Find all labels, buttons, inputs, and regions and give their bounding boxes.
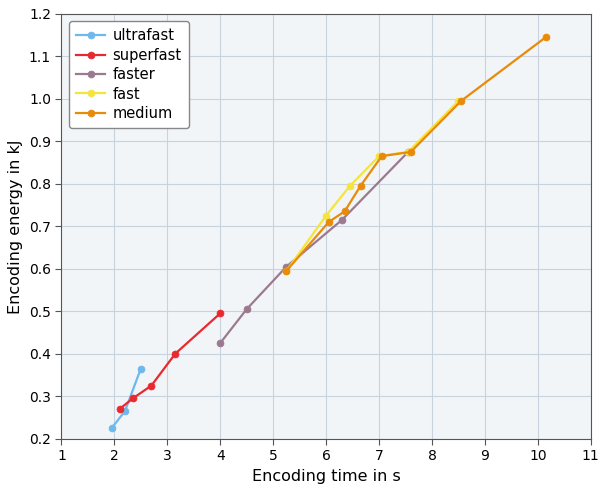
ultrafast <box>108 425 116 431</box>
fast <box>404 149 412 155</box>
Line: superfast: superfast <box>116 310 224 412</box>
Y-axis label: Encoding energy in kJ: Encoding energy in kJ <box>9 139 23 313</box>
medium <box>457 98 465 104</box>
Line: faster: faster <box>217 149 412 346</box>
fast <box>347 183 354 189</box>
faster <box>243 306 250 312</box>
faster <box>216 340 224 346</box>
faster <box>338 217 345 223</box>
fast <box>455 98 462 104</box>
fast <box>283 268 290 274</box>
Line: ultrafast: ultrafast <box>108 365 144 431</box>
medium <box>357 183 364 189</box>
faster <box>404 149 412 155</box>
medium <box>283 268 290 274</box>
X-axis label: Encoding time in s: Encoding time in s <box>252 469 401 484</box>
Line: fast: fast <box>283 97 462 275</box>
ultrafast <box>137 366 145 371</box>
faster <box>283 264 290 270</box>
superfast <box>116 406 123 412</box>
superfast <box>130 396 137 401</box>
superfast <box>216 310 224 316</box>
medium <box>378 153 385 159</box>
medium <box>341 209 348 215</box>
medium <box>325 219 333 225</box>
medium <box>407 149 415 155</box>
fast <box>375 153 382 159</box>
Legend: ultrafast, superfast, faster, fast, medium: ultrafast, superfast, faster, fast, medi… <box>69 21 189 128</box>
fast <box>322 213 330 218</box>
Line: medium: medium <box>283 34 549 275</box>
ultrafast <box>122 408 129 414</box>
medium <box>542 34 550 40</box>
superfast <box>171 351 179 357</box>
superfast <box>148 383 155 389</box>
